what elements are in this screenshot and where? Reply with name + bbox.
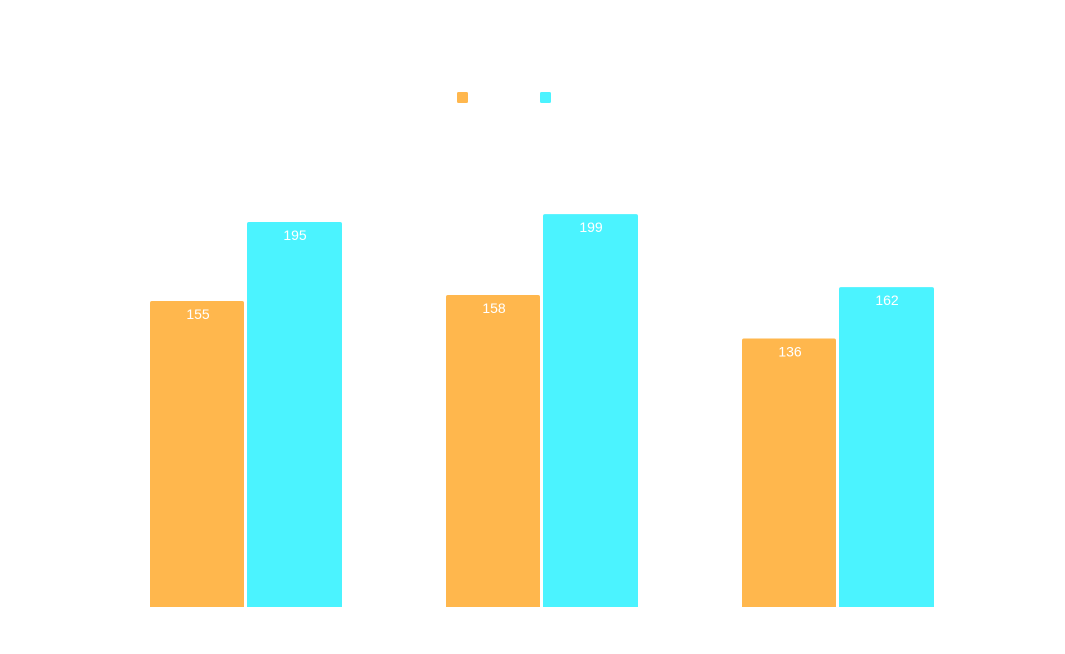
legend-swatch-series-1	[457, 92, 468, 103]
data-label-series-1-group-2: 158	[482, 300, 506, 316]
data-label-series-2-group-1: 195	[283, 227, 307, 243]
data-label-series-2-group-2: 199	[579, 219, 603, 235]
data-label-series-2-group-3: 162	[875, 292, 899, 308]
bar-base-series-2-group-1	[247, 603, 342, 607]
bar-series-1-group-2	[446, 295, 540, 607]
bar-base-series-2-group-3	[839, 603, 934, 607]
bars	[150, 214, 934, 607]
bar-series-2-group-1	[247, 222, 342, 607]
data-labels: 155 195 158 199 136 162	[186, 219, 899, 359]
bar-base-series-1-group-1	[150, 603, 244, 607]
bar-base-series-1-group-3	[742, 603, 836, 607]
bar-series-1-group-3	[742, 338, 836, 607]
bar-base-series-2-group-2	[543, 603, 638, 607]
bar-series-2-group-3	[839, 287, 934, 607]
legend-swatch-series-2	[540, 92, 551, 103]
bar-series-1-group-1	[150, 300, 244, 607]
data-label-series-1-group-1: 155	[186, 306, 210, 322]
legend	[457, 92, 551, 103]
bar-base-series-1-group-2	[446, 603, 540, 607]
bar-series-2-group-2	[543, 214, 638, 607]
data-label-series-1-group-3: 136	[778, 343, 802, 359]
